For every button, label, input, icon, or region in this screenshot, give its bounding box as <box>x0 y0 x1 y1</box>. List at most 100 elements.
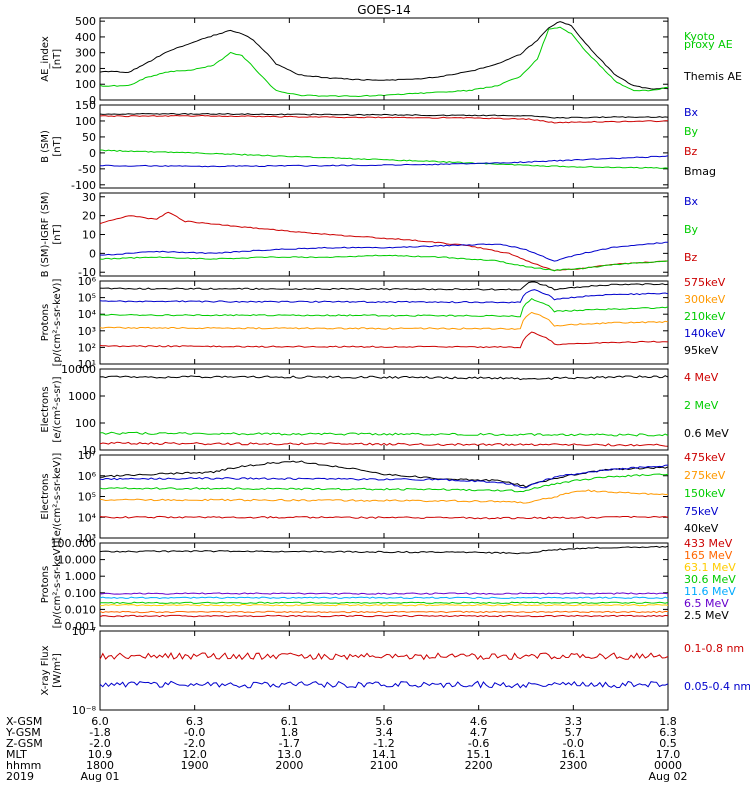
series-line-protons_epead-11-6-MeV <box>99 596 669 600</box>
y-tick-label-ae: 500 <box>75 15 96 28</box>
series-line-bigrf-By <box>99 254 669 272</box>
y-tick-label-xray: 10⁻⁷ <box>72 625 96 638</box>
y-tick-label-protons_epead: 10.000 <box>58 554 97 567</box>
legend-bigrf-0: Bx <box>684 195 699 208</box>
y-tick-label-protons_mageds: 10² <box>78 341 96 354</box>
y-tick-label-bigrf: 20 <box>82 210 96 223</box>
x-tick-label-6-0: 1.8 <box>659 715 677 728</box>
y-tick-label-protons_epead: 100.000 <box>51 537 97 550</box>
series-line-bigrf-Bx <box>99 241 668 262</box>
y-tick-label-bsm: -50 <box>78 163 96 176</box>
legend-protons_epead-5: 6.5 MeV <box>684 597 729 610</box>
y-axis-label-electrons_mageds: Electrons <box>40 473 51 519</box>
y-tick-label-ae: 0 <box>89 94 96 107</box>
series-line-bigrf-Bz <box>99 211 669 272</box>
x-tick-label-0-2: -2.0 <box>89 737 110 750</box>
y-tick-label-protons_epead: 0.010 <box>65 603 97 616</box>
x-tick-label-6-4: 0000 <box>654 759 682 772</box>
legend-bsm-0: Bx <box>684 106 699 119</box>
y-tick-label-protons_mageds: 10³ <box>78 325 96 338</box>
series-line-xray-0-1-0-8-nm <box>99 652 669 661</box>
y-axis-label-bsm: [nT] <box>52 136 63 156</box>
y-tick-label-bsm: 0 <box>89 147 96 160</box>
series-line-electrons_mageds-275keV <box>99 489 669 504</box>
x-tick-label-5-2: -0.0 <box>563 737 584 750</box>
legend-protons_mageds-4: 95keV <box>684 344 719 357</box>
legend-bsm-3: Bmag <box>684 165 716 178</box>
series-line-electrons_epead-0-6-MeV <box>99 375 669 381</box>
y-axis-label-xray: X-ray Flux <box>40 645 51 695</box>
series-line-protons_epead-433-MeV <box>99 614 669 618</box>
y-tick-label-protons_epead: 1.000 <box>65 570 97 583</box>
x-row-label-4: hhmm <box>6 759 41 772</box>
y-tick-label-electrons_epead: 10 <box>82 444 96 457</box>
y-tick-label-protons_mageds: 10¹ <box>78 358 96 371</box>
y-tick-label-ae: 100 <box>75 78 96 91</box>
y-axis-label-electrons_epead: Electrons <box>40 386 51 432</box>
x-tick-label-4-1: 4.7 <box>470 726 488 739</box>
series-line-bsm-Bx <box>100 155 669 168</box>
x-tick-label-0-1: -1.8 <box>89 726 110 739</box>
y-axis-label-electrons_epead: [e/(cm²-s-sr)] <box>52 376 63 442</box>
legend-bigrf-2: Bz <box>684 251 698 264</box>
series-line-protons_epead-30-6-MeV <box>99 601 669 604</box>
series-line-bsm-By <box>99 149 669 169</box>
legend-protons_epead-2: 63.1 MeV <box>684 561 736 574</box>
series-line-protons_mageds-575keV <box>99 331 669 349</box>
y-tick-label-electrons_epead: 1000 <box>68 390 96 403</box>
legend-electrons_mageds-3: 75keV <box>684 505 719 518</box>
y-tick-label-bigrf: 0 <box>89 247 96 260</box>
legend-electrons_mageds-4: 40keV <box>684 522 719 535</box>
x-tick-label-1-3: 12.0 <box>182 748 207 761</box>
legend-electrons_mageds-0: 475keV <box>684 451 726 464</box>
y-axis-label-bigrf: B (SM)-IGRF (SM) <box>40 192 51 278</box>
y-tick-label-bigrf: -10 <box>78 266 96 279</box>
y-tick-label-ae: 200 <box>75 62 96 75</box>
chart-title: GOES-14 <box>357 3 411 17</box>
x-tick-label-3-4: 2100 <box>370 759 398 772</box>
y-tick-label-electrons_epead: 10000 <box>61 363 96 376</box>
y-axis-label-electrons_mageds: [e/(cm²-s-sr-keV)] <box>52 453 63 541</box>
x-tick-label-4-3: 15.1 <box>466 748 491 761</box>
x-tick-label-3-2: -1.2 <box>373 737 394 750</box>
y-tick-label-protons_mageds: 10⁶ <box>78 275 97 288</box>
series-line-ae-Kyoto-proxy-AE <box>99 26 668 98</box>
x-tick-label-4-2: -0.6 <box>468 737 489 750</box>
legend-electrons_epead-0: 4 MeV <box>684 371 719 384</box>
series-line-bsm-Bmag <box>99 112 669 119</box>
y-tick-label-protons_mageds: 10⁴ <box>78 308 97 321</box>
legend-protons_epead-1: 165 MeV <box>684 549 733 562</box>
legend-ae-0: Kyoto <box>684 30 715 43</box>
y-tick-label-bigrf: 10 <box>82 229 96 242</box>
x-tick-label-6-2: 0.5 <box>659 737 677 750</box>
legend-xray-0: 0.1-0.8 nm <box>684 642 744 655</box>
x-row-label-1: Y-GSM <box>5 726 41 739</box>
x-tick-label-1-0: 6.3 <box>186 715 204 728</box>
y-tick-label-bsm: 100 <box>75 115 96 128</box>
legend-protons_epead-6: 2.5 MeV <box>684 609 729 622</box>
y-tick-label-protons_epead: 0.001 <box>65 620 97 633</box>
x-tick-label-3-1: 3.4 <box>375 726 393 739</box>
y-axis-label-protons_mageds: Protons <box>40 304 51 341</box>
x-tick-label-2-3: 13.0 <box>277 748 302 761</box>
x-tick-label-5-1: 5.7 <box>565 726 583 739</box>
y-tick-label-protons_mageds: 10⁵ <box>78 292 96 305</box>
x-tick-label-4-0: 4.6 <box>470 715 488 728</box>
x-tick-label-2-2: -1.7 <box>279 737 300 750</box>
legend-protons_epead-0: 433 MeV <box>684 537 733 550</box>
y-tick-label-bsm: -100 <box>71 179 96 192</box>
legend-electrons_epead-2: 0.6 MeV <box>684 427 729 440</box>
y-axis-label-protons_epead: Protons <box>40 566 51 603</box>
legend-ae-2: Themis AE <box>683 70 742 83</box>
x-tick-label-5-4: 2300 <box>559 759 587 772</box>
y-tick-label-electrons_mageds: 10³ <box>78 532 96 545</box>
x-tick-label-5-3: 16.1 <box>561 748 586 761</box>
legend-ae-1: proxy AE <box>684 38 733 51</box>
x-tick-label-0-4: 1800 <box>86 759 114 772</box>
y-tick-label-bsm: 150 <box>75 99 96 112</box>
legend-electrons_epead-1: 2 MeV <box>684 399 719 412</box>
x-row-label-5: 2019 <box>6 770 34 783</box>
y-tick-label-ae: 400 <box>75 31 96 44</box>
y-axis-label-bsm: B (SM) <box>40 130 51 163</box>
x-tick-label-6-3: 17.0 <box>656 748 681 761</box>
